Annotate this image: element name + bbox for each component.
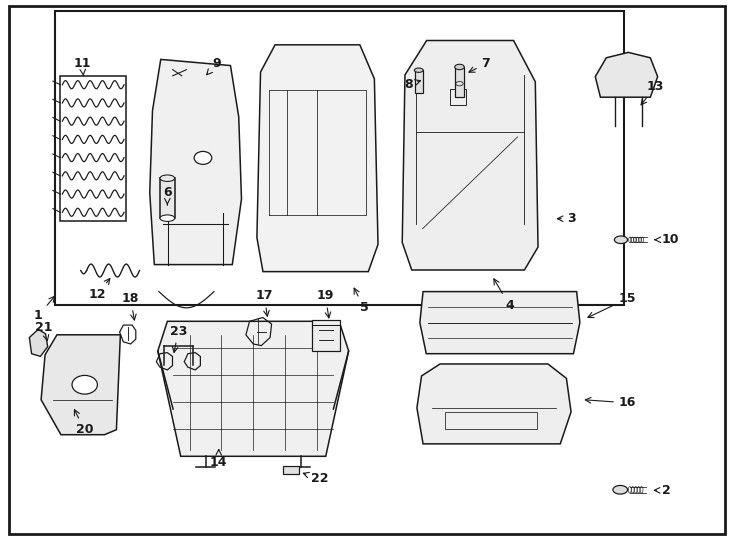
Polygon shape [257, 45, 378, 272]
Ellipse shape [160, 175, 175, 181]
Text: 14: 14 [210, 449, 228, 469]
Ellipse shape [614, 236, 628, 244]
Text: 17: 17 [255, 289, 273, 316]
Text: 8: 8 [404, 78, 421, 91]
Polygon shape [402, 40, 538, 270]
Polygon shape [420, 292, 580, 354]
Polygon shape [150, 59, 241, 265]
Text: 18: 18 [122, 292, 139, 320]
Bar [415, 70, 423, 93]
Bar [455, 67, 464, 97]
Bar [450, 89, 466, 105]
Text: 20: 20 [74, 410, 93, 436]
Text: 16: 16 [585, 396, 636, 409]
Text: 5: 5 [354, 288, 368, 314]
Circle shape [72, 375, 98, 394]
Ellipse shape [613, 485, 628, 494]
Ellipse shape [454, 64, 465, 70]
Text: 7: 7 [469, 57, 490, 72]
Text: 1: 1 [34, 296, 54, 322]
Text: 2: 2 [654, 484, 671, 497]
Bar [445, 412, 537, 429]
Polygon shape [417, 364, 571, 444]
Circle shape [194, 151, 211, 164]
Text: 22: 22 [303, 472, 329, 485]
Text: 4: 4 [494, 279, 514, 312]
Text: 6: 6 [163, 186, 172, 205]
Bar [160, 178, 175, 218]
Bar [60, 76, 126, 221]
Bar [55, 11, 624, 305]
Text: 10: 10 [655, 233, 679, 246]
Text: 3: 3 [557, 212, 575, 225]
Text: 9: 9 [207, 57, 221, 75]
Text: 11: 11 [73, 57, 91, 76]
Text: 13: 13 [641, 80, 664, 105]
Polygon shape [595, 52, 658, 97]
Polygon shape [41, 335, 120, 435]
Bar [312, 320, 340, 351]
Text: 15: 15 [588, 292, 636, 318]
Ellipse shape [160, 215, 175, 221]
Text: 23: 23 [170, 325, 187, 353]
Bar [283, 466, 299, 474]
Ellipse shape [414, 68, 423, 72]
Polygon shape [29, 329, 48, 356]
Text: 21: 21 [35, 321, 53, 341]
Text: 19: 19 [316, 289, 334, 318]
Text: 12: 12 [89, 279, 110, 301]
Polygon shape [158, 321, 349, 456]
